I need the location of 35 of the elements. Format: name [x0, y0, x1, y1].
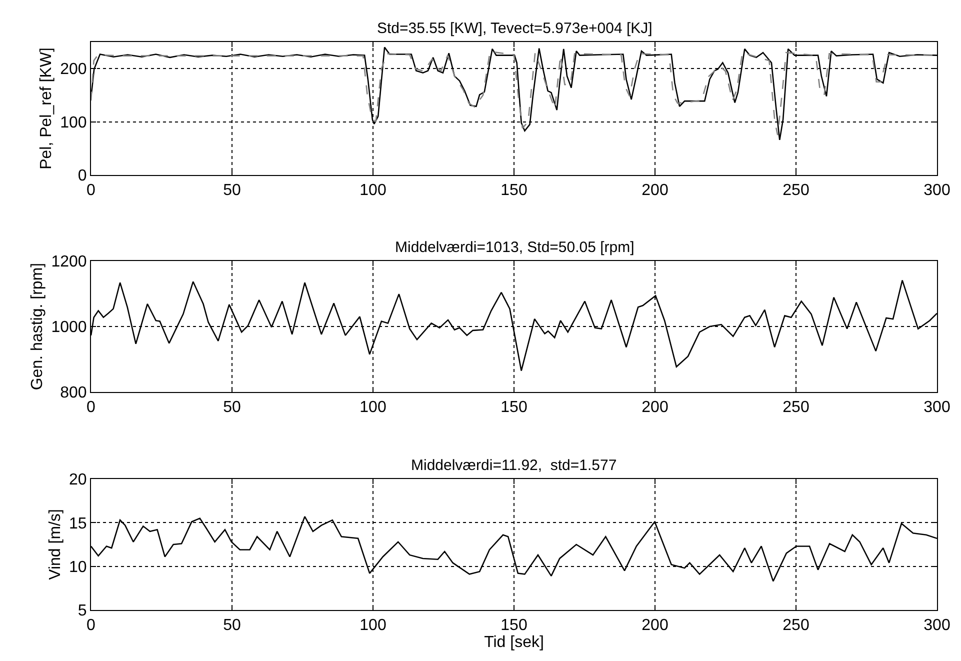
y-axis-title: Gen. hastig. [rpm]	[29, 262, 46, 390]
y-axis-title: Vind [m/s]	[46, 509, 64, 580]
x-tick-label: 250	[782, 399, 810, 416]
x-tick-label: 100	[360, 182, 386, 200]
x-tick-label: 300	[924, 399, 950, 416]
x-tick-label: 50	[223, 182, 241, 200]
y-axis-title: Pel, Pel_ref [KW]	[38, 48, 55, 170]
y-tick-label: 0	[78, 168, 87, 185]
x-tick-label: 100	[360, 617, 386, 634]
y-tick-label: 10	[69, 558, 87, 576]
x-tick-label: 250	[782, 182, 810, 200]
x-tick-label: 150	[500, 617, 528, 634]
y-tick-label: 1000	[51, 319, 87, 336]
x-tick-label: 150	[500, 399, 528, 416]
x-tick-label: 50	[223, 399, 241, 416]
chart-title: Std=35.55 [KW], Tevect=5.973e+004 [KJ]	[377, 20, 652, 37]
y-tick-label: 15	[69, 515, 87, 532]
x-tick-label: 150	[500, 182, 528, 200]
x-tick-label: 50	[223, 617, 241, 634]
chart-title: Middelværdi=1013, Std=50.05 [rpm]	[395, 239, 634, 256]
y-tick-label: 1200	[51, 254, 87, 271]
y-tick-label: 20	[69, 472, 87, 489]
y-tick-label: 100	[60, 114, 87, 132]
x-tick-label: 250	[782, 617, 810, 634]
x-tick-label: 200	[642, 617, 668, 634]
y-tick-label: 200	[60, 61, 87, 78]
x-tick-label: 200	[642, 182, 668, 200]
y-tick-label: 5	[78, 602, 87, 620]
x-tick-label: 300	[924, 617, 950, 634]
x-tick-label: 200	[642, 399, 668, 416]
y-tick-label: 800	[60, 384, 87, 402]
chart-title: Middelværdi=11.92, std=1.577	[411, 457, 617, 474]
x-tick-label: 100	[360, 399, 386, 416]
x-tick-label: 300	[924, 182, 950, 200]
x-axis-title: Tid [sek]	[484, 634, 544, 652]
